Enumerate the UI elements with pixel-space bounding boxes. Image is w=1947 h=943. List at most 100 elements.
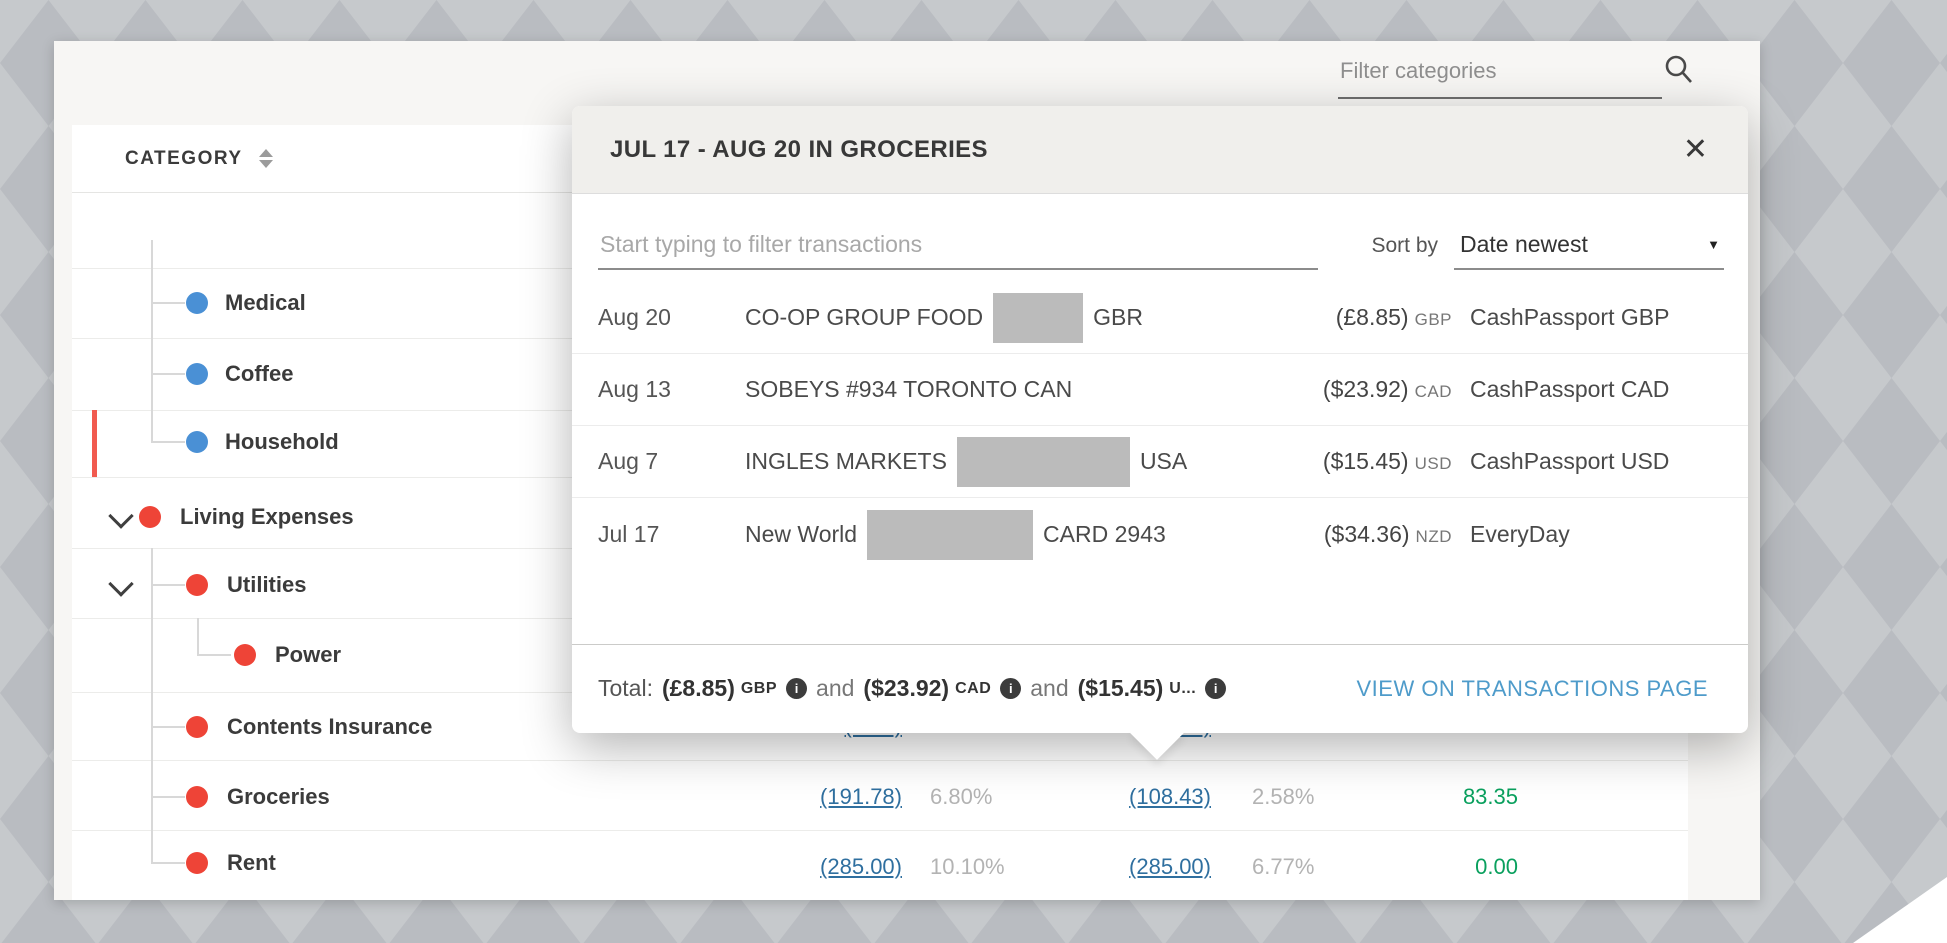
active-row-indicator — [92, 410, 97, 477]
amount-value: (£8.85) — [1335, 304, 1409, 330]
category-dot-icon — [139, 506, 161, 528]
tree-connector — [197, 618, 199, 655]
percent-value: 6.80% — [930, 784, 993, 809]
category-dot-icon — [186, 716, 208, 738]
popover-filter-bar: Sort by Date newest ▼ — [572, 194, 1748, 282]
popover-spacer — [572, 571, 1748, 644]
transaction-amount: ($34.36) NZD — [1262, 521, 1452, 548]
spent-amount-link[interactable]: (108.43) — [1129, 784, 1211, 809]
tree-connector — [151, 240, 153, 443]
tree-connector — [151, 584, 185, 586]
merchant-text: GBR — [1093, 304, 1143, 330]
category-row-rent[interactable]: Rent — [227, 850, 276, 875]
transaction-row[interactable]: Aug 7 INGLES MARKETS USA ($15.45) USD Cas… — [572, 426, 1748, 498]
category-row-contents-insurance[interactable]: Contents Insurance — [227, 714, 433, 739]
category-dot-icon — [186, 574, 208, 596]
total-amount: (£8.85) — [661, 675, 735, 701]
filter-transactions-input[interactable] — [598, 231, 1318, 270]
amount-value: ($15.45) — [1322, 448, 1409, 474]
category-dot-icon — [186, 852, 208, 874]
chevron-down-icon[interactable] — [108, 503, 134, 529]
total-amount: ($23.92) — [863, 675, 950, 701]
total-and: and — [1030, 675, 1069, 701]
transaction-merchant: CO-OP GROUP FOOD GBR — [745, 292, 1262, 343]
total-amount: ($15.45) — [1077, 675, 1164, 701]
merchant-text: CARD 2943 — [1043, 521, 1166, 547]
transaction-date: Jul 17 — [598, 521, 660, 547]
tree-connector — [151, 862, 185, 864]
category-row-living-expenses[interactable]: Living Expenses — [180, 504, 354, 529]
amount-value: ($23.92) — [1322, 376, 1409, 402]
spent-amount-link[interactable]: (191.78) — [820, 784, 902, 809]
transaction-date: Aug 7 — [598, 448, 659, 474]
caret-down-icon: ▼ — [1707, 237, 1720, 252]
chevron-down-icon[interactable] — [108, 571, 134, 597]
percent-value: 10.10% — [930, 854, 1005, 879]
total-label: Total: — [598, 675, 653, 701]
merchant-text: CO-OP GROUP FOOD — [745, 304, 984, 330]
transaction-row[interactable]: Jul 17 New World CARD 2943 ($34.36) NZD E… — [572, 498, 1748, 571]
popover-footer: Total: (£8.85) GBP i and ($23.92) CAD i … — [572, 644, 1748, 732]
transaction-row[interactable]: Aug 20 CO-OP GROUP FOOD GBR (£8.85) GBP C… — [572, 282, 1748, 354]
category-row-utilities[interactable]: Utilities — [227, 572, 307, 597]
search-icon[interactable] — [1663, 53, 1695, 87]
tree-connector — [151, 796, 185, 798]
transaction-merchant: New World CARD 2943 — [745, 509, 1262, 560]
percent-value: 2.58% — [1252, 784, 1315, 809]
sort-icon[interactable] — [258, 149, 273, 168]
category-row-groceries[interactable]: Groceries — [227, 784, 330, 809]
currency-code: USD — [1414, 454, 1452, 473]
row-divider — [72, 760, 1688, 761]
transaction-amount: (£8.85) GBP — [1262, 304, 1452, 331]
close-icon[interactable]: ✕ — [1677, 134, 1714, 166]
category-dot-icon — [186, 431, 208, 453]
total-currency-code: U... — [1169, 679, 1197, 697]
row-divider — [72, 830, 1688, 831]
currency-code: GBP — [1414, 310, 1452, 329]
merchant-text: USA — [1139, 448, 1188, 474]
sort-select-value: Date newest — [1460, 231, 1588, 257]
redacted-text — [867, 509, 1034, 560]
difference-value: 0.00 — [1475, 854, 1518, 879]
category-row-coffee[interactable]: Coffee — [225, 361, 294, 386]
popover-title: JUL 17 - AUG 20 IN GROCERIES — [610, 135, 988, 163]
category-row-power[interactable]: Power — [275, 642, 342, 667]
redacted-text — [993, 292, 1084, 343]
sort-select[interactable]: Date newest ▼ — [1454, 231, 1724, 270]
tree-connector — [151, 441, 185, 443]
transaction-account: EveryDay — [1470, 521, 1570, 547]
percent-value: 6.77% — [1252, 854, 1315, 879]
currency-code: CAD — [1414, 382, 1452, 401]
category-dot-icon — [234, 644, 256, 666]
merchant-text: SOBEYS #934 TORONTO CAN — [745, 376, 1073, 402]
transactions-popover: JUL 17 - AUG 20 IN GROCERIES ✕ Sort by D… — [572, 106, 1748, 760]
tree-connector — [197, 654, 231, 656]
transaction-date: Aug 20 — [598, 304, 671, 330]
filter-categories-input[interactable] — [1338, 49, 1662, 99]
tree-connector — [151, 726, 185, 728]
transaction-amount: ($23.92) CAD — [1262, 376, 1452, 403]
spent-amount-link[interactable]: (285.00) — [1129, 854, 1211, 879]
info-icon[interactable]: i — [1205, 678, 1227, 699]
category-dot-icon — [186, 292, 208, 314]
tree-connector — [151, 302, 185, 304]
total-currency-code: GBP — [740, 679, 778, 697]
transaction-account: CashPassport CAD — [1470, 376, 1670, 402]
difference-value: 83.35 — [1462, 784, 1518, 809]
transaction-merchant: SOBEYS #934 TORONTO CAN — [745, 376, 1262, 403]
transaction-account: CashPassport GBP — [1470, 304, 1670, 330]
category-row-household[interactable]: Household — [225, 429, 339, 454]
spent-amount-link[interactable]: (285.00) — [820, 854, 902, 879]
category-row-medical[interactable]: Medical — [225, 290, 306, 315]
view-on-transactions-page-link[interactable]: VIEW ON TRANSACTIONS PAGE — [1356, 675, 1708, 701]
sort-by-label: Sort by — [1371, 234, 1438, 257]
transaction-row[interactable]: Aug 13 SOBEYS #934 TORONTO CAN ($23.92) C… — [572, 354, 1748, 426]
amount-value: ($34.36) — [1323, 521, 1410, 547]
info-icon[interactable]: i — [1000, 678, 1022, 699]
merchant-text: New World — [745, 521, 858, 547]
popover-header: JUL 17 - AUG 20 IN GROCERIES ✕ — [572, 106, 1748, 194]
transaction-account: CashPassport USD — [1470, 448, 1670, 474]
total-and: and — [816, 675, 855, 701]
info-icon[interactable]: i — [786, 678, 808, 699]
